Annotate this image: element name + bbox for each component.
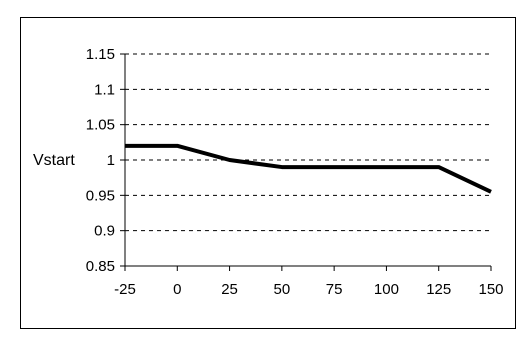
x-tick-label: 0 [173,281,181,298]
x-tick-label: 100 [374,281,399,298]
chart-frame [20,17,516,329]
x-tick-label: 125 [426,281,451,298]
x-tick-label: 50 [274,281,291,298]
y-tick-label: 1 [107,152,115,169]
y-tick-label: 0.85 [86,258,115,275]
series [124,143,492,194]
x-tick-label: 25 [221,281,238,298]
series-line [125,143,492,194]
x-tick-label: 150 [478,281,503,298]
x-tick-label: -25 [114,281,136,298]
y-axis-label: Vstart [33,152,75,169]
y-tick-labels: 0.85 0.9 0.95 1 1.05 1.1 1.15 [86,46,115,275]
y-tick-label: 1.1 [94,81,115,98]
axes [120,53,492,271]
y-tick-label: 0.95 [86,187,115,204]
x-tick-label: 75 [326,281,343,298]
y-tick-label: 0.9 [94,223,115,240]
y-tick-label: 1.15 [86,46,115,63]
x-tick-labels: -25 0 25 50 75 100 125 150 [114,281,503,298]
y-tick-label: 1.05 [86,117,115,134]
grid-lines [125,53,491,232]
